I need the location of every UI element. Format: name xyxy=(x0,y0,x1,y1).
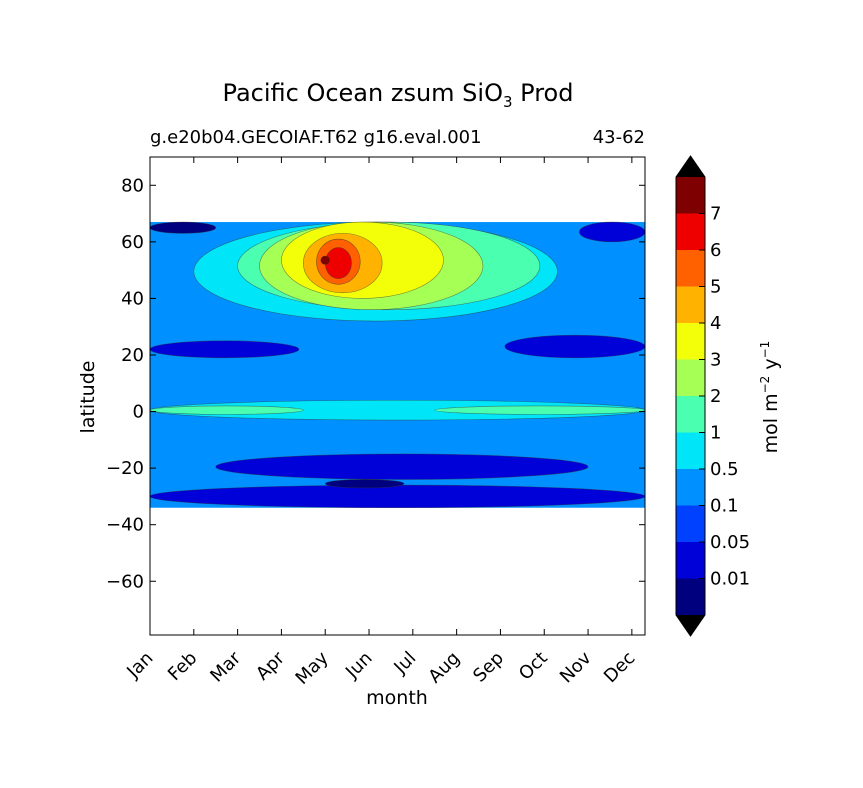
contour-band-0 xyxy=(150,484,645,509)
x-tick-label: Apr xyxy=(252,647,289,684)
x-tick-label: Oct xyxy=(515,648,552,685)
contour-band-17 xyxy=(150,221,216,234)
colorbar-swatch xyxy=(676,396,705,433)
colorbar-swatch xyxy=(676,578,705,615)
colorbar-extend-max xyxy=(676,156,705,177)
y-tick-label: −20 xyxy=(106,458,144,479)
contour-band-3 xyxy=(150,340,300,359)
x-tick-label: Jul xyxy=(389,648,420,679)
x-tick-label: Jan xyxy=(122,648,157,683)
x-tick-label: Sep xyxy=(469,648,508,687)
y-tick-label: 60 xyxy=(121,232,144,253)
x-axis-label: month xyxy=(366,687,428,709)
y-axis-label: latitude xyxy=(77,361,99,434)
contour-band-4 xyxy=(504,334,645,359)
x-tick-label: Dec xyxy=(600,648,639,687)
colorbar-swatch xyxy=(676,469,705,506)
contour-fill-layer xyxy=(150,221,645,509)
contour-band-7 xyxy=(434,405,645,415)
colorbar-tick-label: 0.5 xyxy=(710,459,739,480)
colorbar-tick-label: 1 xyxy=(710,423,721,444)
colorbar-tick-label: 4 xyxy=(710,313,721,334)
y-tick-label: 20 xyxy=(121,345,144,366)
colorbar-extend-min xyxy=(676,615,705,636)
colorbar-swatch xyxy=(676,432,705,469)
contour-band-5 xyxy=(150,399,645,421)
colorbar-swatch xyxy=(676,323,705,360)
colorbar-tick-label: 5 xyxy=(710,277,721,298)
colorbar-swatch xyxy=(676,542,705,579)
colorbar-tick-label: 3 xyxy=(710,350,721,371)
chart-subtitle-right: 43-62 xyxy=(593,127,645,148)
colorbar-tick-label: 0.05 xyxy=(710,532,750,553)
chart-title: Pacific Ocean zsum SiO3 Prod xyxy=(223,79,574,111)
colorbar-tick-label: 6 xyxy=(710,240,721,261)
colorbar-label: mol m−2 y−1 xyxy=(758,341,782,454)
colorbar-tick-label: 0.01 xyxy=(710,569,750,590)
colorbar-tick-label: 2 xyxy=(710,386,721,407)
colorbar-outline xyxy=(675,155,706,637)
x-tick-label: Feb xyxy=(164,648,201,685)
y-tick-label: −60 xyxy=(106,571,144,592)
contour-band-14 xyxy=(324,247,352,279)
contour-band-2 xyxy=(324,479,405,489)
contour-band-6 xyxy=(150,405,304,415)
x-tick-label: Nov xyxy=(556,647,596,687)
x-tick-label: Mar xyxy=(206,647,245,686)
colorbar: 0.01 0.05 0.1 0.5 1 2 3 4 5 6 7 xyxy=(675,155,750,637)
y-tick-label: −40 xyxy=(106,515,144,536)
colorbar-swatch xyxy=(676,505,705,542)
colorbar-swatch xyxy=(676,250,705,287)
x-tick-label: May xyxy=(292,647,333,688)
y-tick-label: 0 xyxy=(133,402,144,423)
x-tick-label: Aug xyxy=(424,648,464,688)
colorbar-swatch xyxy=(676,177,705,214)
y-tick-label: 80 xyxy=(121,175,144,196)
colorbar-tick-label: 0.1 xyxy=(710,496,739,517)
colorbar-tick-label: 7 xyxy=(710,204,721,225)
contour-band-15 xyxy=(320,255,330,265)
chart-subtitle-left: g.e20b04.GECOIAF.T62 g16.eval.001 xyxy=(150,127,482,148)
contour-band-16 xyxy=(579,221,645,243)
colorbar-swatch xyxy=(676,359,705,396)
contour-band-1 xyxy=(215,453,589,480)
y-tick-label: 40 xyxy=(121,288,144,309)
plot-frame xyxy=(149,156,646,636)
colorbar-swatch xyxy=(676,213,705,250)
x-tick-label: Jun xyxy=(341,648,376,683)
colorbar-swatch xyxy=(676,286,705,323)
